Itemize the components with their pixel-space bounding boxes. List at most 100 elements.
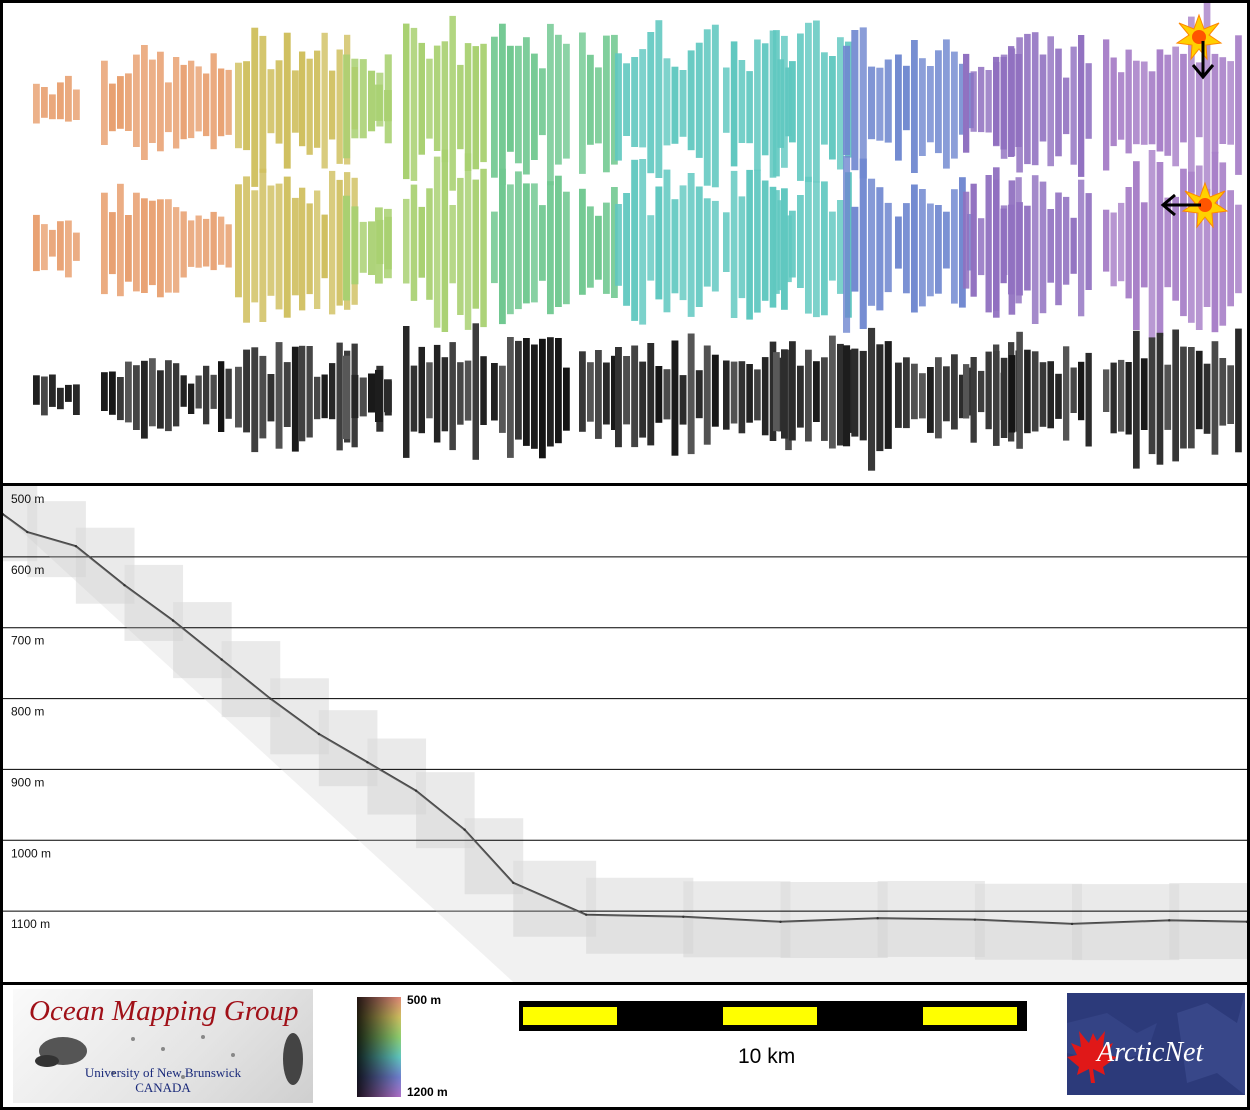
- survey-strip: [711, 354, 719, 427]
- survey-strip: [125, 215, 132, 282]
- survey-strip: [1055, 192, 1062, 306]
- survey-strip: [457, 362, 464, 425]
- survey-strip: [515, 45, 522, 164]
- omg-university: University of New Brunswick: [84, 1065, 242, 1080]
- survey-strip: [314, 190, 321, 309]
- survey-strip: [967, 214, 974, 271]
- survey-strip: [563, 191, 570, 305]
- survey-strip: [275, 342, 283, 449]
- survey-strip: [805, 22, 812, 183]
- survey-strips-panel: [0, 0, 1250, 486]
- survey-strip: [777, 200, 784, 291]
- survey-strip: [283, 362, 291, 427]
- survey-strip: [868, 66, 876, 140]
- survey-strip: [173, 57, 180, 149]
- survey-strip: [457, 64, 464, 150]
- survey-strip: [829, 211, 836, 281]
- survey-strip: [843, 155, 851, 333]
- survey-strip: [457, 177, 464, 315]
- survey-strip: [671, 340, 679, 456]
- depth-tick-label: 500 m: [11, 492, 44, 506]
- survey-strip: [761, 180, 769, 301]
- survey-strip: [884, 341, 892, 449]
- survey-strip: [789, 341, 796, 441]
- survey-strip: [789, 210, 796, 278]
- survey-strip: [1118, 202, 1125, 282]
- survey-strip: [180, 64, 187, 140]
- survey-strip: [813, 181, 820, 318]
- survey-strip: [829, 56, 836, 160]
- survey-strip: [225, 69, 232, 135]
- survey-strip: [225, 368, 232, 419]
- survey-strip: [1140, 61, 1148, 145]
- survey-strip: [703, 198, 711, 287]
- profile-point: [26, 530, 29, 534]
- survey-strip: [259, 168, 267, 322]
- survey-strip: [1172, 46, 1179, 167]
- survey-strip: [384, 208, 392, 279]
- survey-strip: [959, 374, 966, 419]
- survey-strip: [1164, 364, 1172, 430]
- survey-strip: [188, 220, 195, 267]
- survey-strip: [351, 206, 359, 285]
- profile-line-group: [3, 513, 1247, 982]
- survey-strip: [49, 229, 56, 257]
- survey-strip: [1031, 32, 1039, 166]
- survey-strip: [418, 346, 425, 434]
- survey-strip: [180, 375, 187, 407]
- survey-strip: [1133, 60, 1140, 145]
- survey-strip: [149, 200, 156, 286]
- survey-strip: [695, 42, 703, 158]
- survey-strip: [773, 352, 780, 432]
- survey-strip: [433, 156, 441, 328]
- survey-strip: [1195, 165, 1203, 330]
- survey-strip: [1063, 346, 1070, 441]
- survey-strip: [351, 374, 359, 419]
- survey-strip: [1227, 61, 1234, 145]
- survey-strip: [970, 183, 977, 297]
- survey-strip: [1110, 212, 1117, 287]
- survey-strip: [1085, 193, 1092, 290]
- scale-bar-label: 10 km: [738, 1045, 796, 1068]
- survey-strip: [970, 357, 977, 443]
- survey-strip: [785, 215, 792, 283]
- survey-strip: [1024, 205, 1031, 291]
- survey-strip: [243, 61, 250, 151]
- profile-point: [1070, 922, 1074, 926]
- survey-strip: [611, 355, 618, 430]
- survey-strip: [967, 367, 974, 416]
- scale-bar: [519, 1001, 1027, 1031]
- profile-point: [220, 658, 223, 661]
- profile-point: [414, 789, 418, 792]
- survey-strip: [785, 67, 792, 137]
- survey-strip: [1078, 35, 1085, 177]
- survey-strip: [1156, 49, 1164, 152]
- survey-strip: [306, 203, 313, 295]
- arrow-down-icon: [1191, 41, 1215, 80]
- colorbar-bottom-label: 1200 m: [407, 1085, 448, 1099]
- survey-strip: [1164, 197, 1172, 288]
- survey-strip: [829, 335, 836, 449]
- survey-strip: [623, 63, 630, 136]
- survey-strip: [1047, 209, 1054, 283]
- survey-strip: [1085, 63, 1092, 139]
- survey-strip: [789, 61, 796, 143]
- survey-strip: [259, 355, 267, 439]
- survey-strip: [165, 82, 172, 133]
- survey-strip: [65, 75, 72, 122]
- survey-strip: [547, 337, 554, 447]
- survey-strip: [133, 192, 140, 292]
- survey-strip: [837, 200, 844, 294]
- survey-strip: [180, 211, 187, 278]
- survey-strip: [663, 169, 671, 313]
- survey-strip: [343, 195, 351, 301]
- survey-strip: [1008, 48, 1016, 157]
- survey-strip: [1195, 350, 1203, 430]
- survey-strip: [403, 326, 410, 458]
- arrow-left-icon: [1160, 193, 1201, 217]
- survey-strip: [491, 363, 498, 421]
- depth-tick-label: 800 m: [11, 705, 44, 719]
- survey-strip: [773, 30, 780, 177]
- survey-strip: [433, 344, 441, 443]
- survey-strip: [321, 32, 328, 169]
